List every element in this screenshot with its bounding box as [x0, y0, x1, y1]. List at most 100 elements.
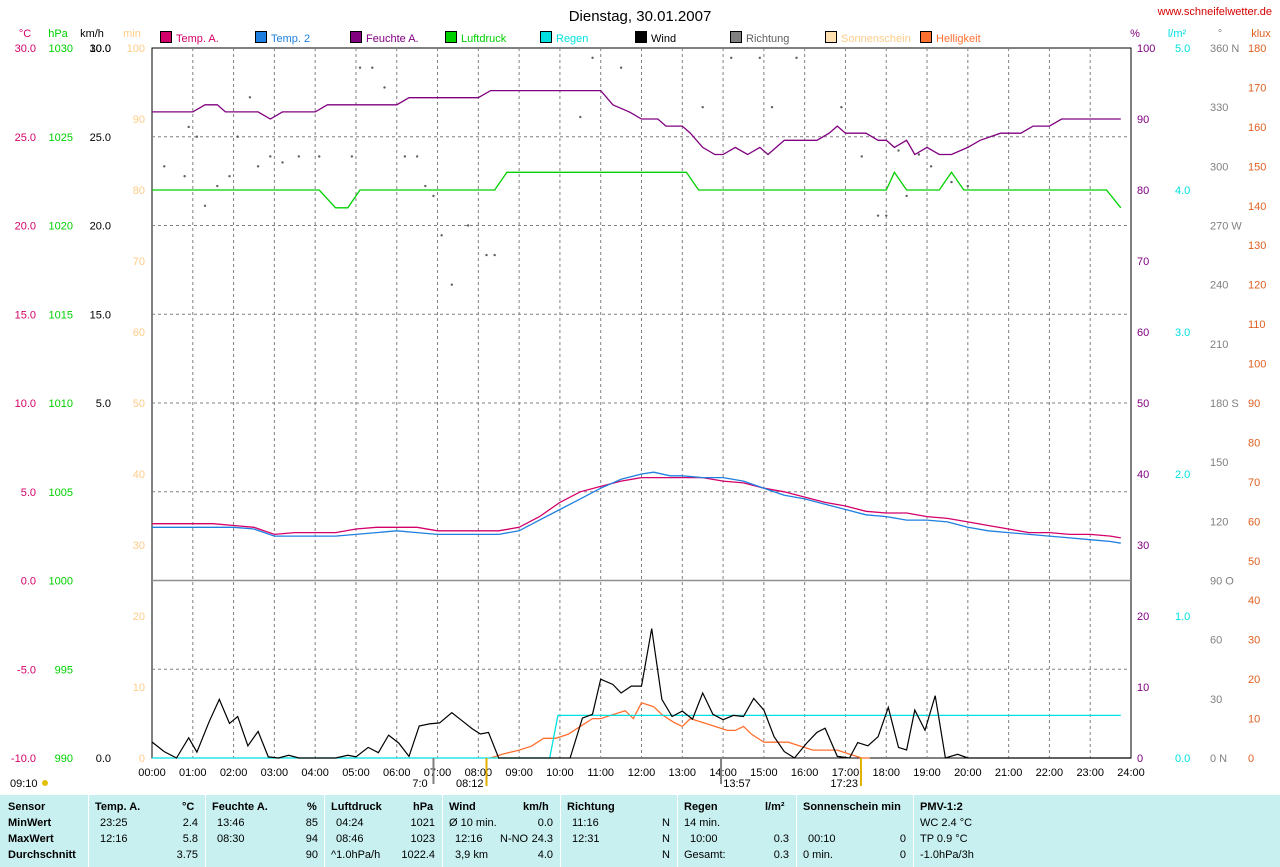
direction-point	[929, 165, 933, 168]
light-axis-tick: 10	[1248, 714, 1260, 726]
time-axis-tick: 07:00	[424, 767, 452, 779]
wind-axis-tick: 30.0	[90, 43, 111, 55]
summary-pressure-min-time: 04:24	[336, 817, 364, 829]
direction-point	[450, 283, 454, 286]
direction-point	[248, 96, 252, 99]
humidity-axis-tick: 70	[1137, 256, 1149, 268]
light-axis-tick: 100	[1248, 359, 1266, 371]
direction-point	[216, 184, 219, 188]
temp-axis-unit: °C	[19, 28, 31, 40]
pressure-axis-tick: 1005	[49, 487, 73, 499]
sun-axis-tick: 80	[133, 185, 145, 197]
site-link[interactable]: www.schneifelwetter.de	[1157, 6, 1272, 18]
pressure-axis-tick: 1020	[49, 221, 73, 233]
direction-axis-tick: 90 O	[1210, 576, 1234, 588]
summary-table: Sensor MinWert MaxWert Durchschnitt Temp…	[0, 795, 1280, 867]
chart-title: Dienstag, 30.01.2007	[569, 8, 712, 25]
wind-axis-tick: 10.0	[90, 43, 111, 55]
sun-axis-tick: 100	[127, 43, 145, 55]
time-axis-tick: 15:00	[750, 767, 778, 779]
light-axis-tick: 110	[1248, 319, 1266, 331]
legend-item: Temp. A.	[160, 31, 219, 45]
pressure-axis-tick: 1025	[49, 132, 73, 144]
weather-chart: Dienstag, 30.01.2007 30.0 25.0 20.0 15.0 10.0…	[10, 8, 1271, 790]
summary-pressure-min: 1021	[410, 817, 435, 829]
time-axis-tick: 04:00	[301, 767, 329, 779]
pressure-line	[152, 170, 1122, 209]
direction-point	[876, 214, 880, 217]
light-axis-tick: 80	[1248, 437, 1260, 449]
sun-axis-tick: 10	[133, 682, 145, 694]
summary-pressure-max: 1023	[410, 833, 435, 845]
legend-swatch	[920, 31, 932, 43]
rain-axis-tick: 4.0	[1175, 185, 1190, 197]
light-axis-tick: 160	[1248, 122, 1266, 134]
light-axis-tick: 20	[1248, 674, 1260, 686]
summary-wind-max: 24.3	[531, 833, 553, 845]
direction-point	[591, 56, 594, 60]
summary-direction-max: N	[662, 833, 670, 845]
summary-pressure-header: Luftdruck	[331, 801, 382, 813]
summary-wind-distance: 3,9 km	[455, 849, 489, 861]
light-axis-tick: 90	[1248, 398, 1260, 410]
summary-humidity-max: 94	[305, 833, 318, 845]
direction-point	[228, 174, 231, 178]
legend-label: Helligkeit	[936, 33, 981, 45]
summary-sun-max: 0	[899, 833, 906, 845]
legend-label: Feuchte A.	[366, 33, 419, 45]
time-axis-tick: 18:00	[872, 767, 900, 779]
direction-point	[466, 224, 470, 227]
humidity-line	[152, 89, 1121, 156]
humidity-axis-tick: 20	[1137, 611, 1149, 623]
rain-axis-tick: 1.0	[1175, 611, 1190, 623]
summary-temp-max: 5.8	[182, 833, 198, 845]
pressure-axis-tick: 995	[55, 664, 73, 676]
summary-direction-min: N	[662, 817, 670, 829]
summary-pmv-tp: TP 0.9 °C	[920, 833, 968, 845]
legend-label: Luftdruck	[461, 33, 507, 45]
sunset-label: 17:23	[830, 778, 858, 790]
direction-point	[485, 253, 488, 257]
summary-humidity-min-time: 13:46	[217, 817, 245, 829]
time-axis-tick: 06:00	[383, 767, 411, 779]
direction-point	[885, 214, 888, 217]
direction-point	[917, 153, 921, 156]
direction-point	[195, 135, 199, 138]
humidity-axis-tick: 40	[1137, 469, 1149, 481]
sun-axis-tick: 0	[139, 753, 145, 765]
summary-wind-avg: 4.0	[537, 849, 553, 861]
legend-swatch	[540, 31, 552, 43]
pressure-axis-tick: 1030	[49, 43, 73, 55]
sun-axis-unit: min	[123, 28, 141, 40]
sun-axis-tick: 90	[133, 114, 145, 126]
summary-rain-unit: l/m²	[765, 801, 785, 813]
direction-point	[163, 165, 166, 168]
rain-axis-tick: 0.0	[1175, 753, 1190, 765]
humidity-axis-tick: 80	[1137, 185, 1149, 197]
direction-axis-unit: °	[1218, 28, 1222, 40]
direction-point	[424, 184, 427, 188]
legend-label: Richtung	[746, 33, 790, 45]
temp-axis-tick: 0.0	[21, 576, 36, 588]
sun-axis-tick: 40	[133, 469, 145, 481]
legend-label: Sonnenschein	[841, 33, 911, 45]
wind-axis-tick: 25.0	[90, 132, 111, 144]
summary-rain-duration: 14 min.	[684, 817, 721, 829]
legend-swatch	[445, 31, 457, 43]
summary-rain-max-time: 10:00	[690, 833, 718, 845]
time-axis-tick: 21:00	[995, 767, 1023, 779]
pressure-axis-tick: 990	[55, 753, 73, 765]
summary-direction-min-time: 11:16	[572, 817, 599, 829]
direction-point	[415, 155, 419, 158]
direction-axis-tick: 60	[1210, 635, 1222, 647]
direction-point	[187, 125, 190, 129]
rain-axis-tick: 5.0	[1175, 43, 1190, 55]
legend-swatch	[255, 31, 267, 43]
wind-line	[151, 628, 1131, 759]
pressure-axis-unit: hPa	[48, 28, 68, 40]
legend-swatch	[730, 31, 742, 43]
sunrise-label: 08:12	[456, 778, 484, 790]
humidity-axis-tick: 0	[1137, 753, 1143, 765]
left-time-label: 09:10	[10, 778, 38, 790]
summary-direction-avg: N	[662, 849, 670, 861]
